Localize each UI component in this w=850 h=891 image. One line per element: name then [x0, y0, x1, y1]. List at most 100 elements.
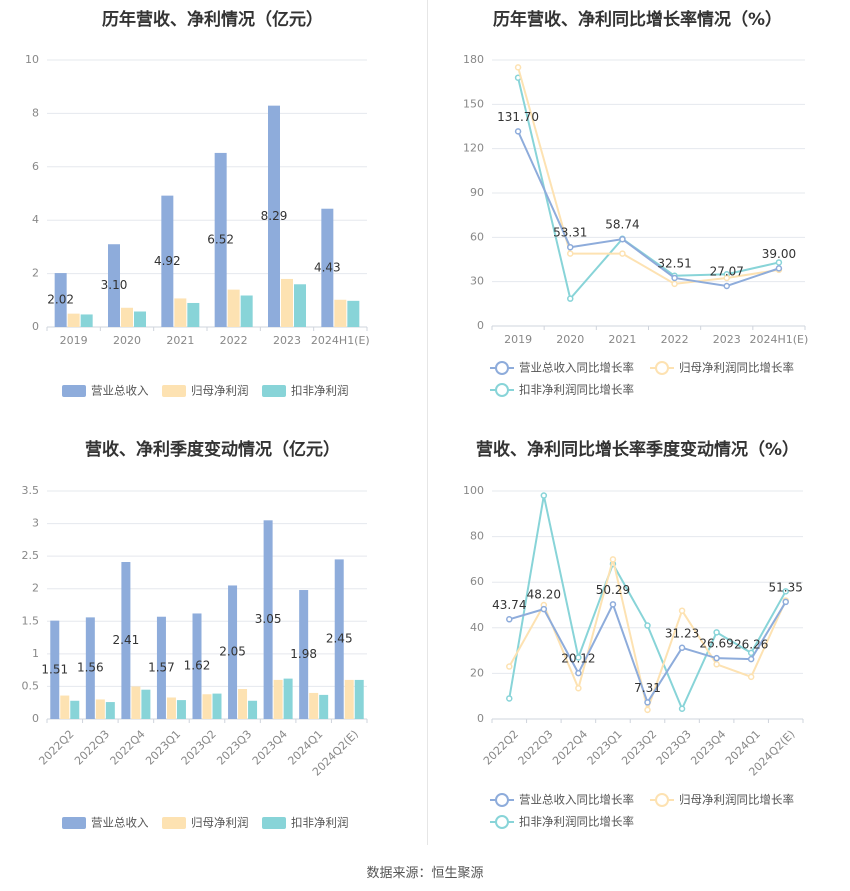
- bar-revenue[interactable]: [85, 617, 95, 719]
- line-point[interactable]: [567, 250, 574, 257]
- bar-deducted-profit[interactable]: [347, 300, 360, 327]
- legend-item[interactable]: 归母净利润同比增长率: [650, 793, 794, 807]
- bar-net-profit[interactable]: [166, 697, 176, 719]
- line-point[interactable]: [747, 673, 755, 681]
- data-label: 2.05: [219, 645, 246, 659]
- bar-revenue[interactable]: [50, 620, 60, 719]
- legend-item[interactable]: 扣非净利润: [262, 384, 349, 398]
- x-tick-label: 2022: [220, 334, 248, 347]
- bar-net-profit[interactable]: [227, 289, 240, 327]
- line-point[interactable]: [619, 250, 626, 257]
- line-point[interactable]: [678, 607, 686, 614]
- line-point[interactable]: [747, 649, 755, 657]
- bar-deducted-profit[interactable]: [70, 700, 80, 719]
- legend-item[interactable]: 归母净利润同比增长率: [650, 361, 794, 375]
- bar-net-profit[interactable]: [238, 689, 248, 719]
- line-point[interactable]: [775, 265, 783, 272]
- bar-deducted-profit[interactable]: [141, 689, 151, 719]
- bar-revenue[interactable]: [108, 244, 120, 327]
- line-point[interactable]: [782, 588, 789, 595]
- bar-deducted-profit[interactable]: [80, 314, 93, 327]
- bar-deducted-profit[interactable]: [354, 679, 364, 719]
- line-point[interactable]: [514, 128, 522, 135]
- bar-net-profit[interactable]: [334, 299, 347, 327]
- bar-deducted-profit[interactable]: [294, 284, 306, 327]
- line-point[interactable]: [713, 654, 720, 662]
- bar-revenue[interactable]: [54, 273, 67, 327]
- line-point[interactable]: [506, 695, 513, 702]
- line-point[interactable]: [567, 243, 574, 251]
- line-point[interactable]: [609, 556, 617, 563]
- line-point[interactable]: [575, 669, 582, 677]
- bar-net-profit[interactable]: [174, 298, 187, 327]
- line-point[interactable]: [609, 601, 617, 608]
- line-point[interactable]: [506, 663, 513, 670]
- bar-revenue[interactable]: [321, 208, 334, 327]
- line-point[interactable]: [713, 661, 720, 668]
- bar-revenue[interactable]: [263, 520, 273, 719]
- line-point[interactable]: [644, 706, 651, 714]
- bar-net-profit[interactable]: [131, 686, 141, 719]
- line-point[interactable]: [540, 605, 548, 613]
- bar-revenue[interactable]: [121, 562, 131, 719]
- bar-revenue[interactable]: [156, 616, 166, 719]
- legend-item[interactable]: 营业总收入同比增长率: [490, 793, 634, 807]
- line-point[interactable]: [782, 598, 789, 606]
- bar-deducted-profit[interactable]: [319, 694, 329, 719]
- bar-net-profit[interactable]: [344, 679, 354, 719]
- bar-net-profit[interactable]: [273, 679, 283, 719]
- line-point[interactable]: [678, 644, 686, 652]
- line-point[interactable]: [775, 259, 783, 266]
- legend-item[interactable]: 扣非净利润同比增长率: [490, 383, 634, 397]
- bar-deducted-profit[interactable]: [105, 702, 115, 719]
- bar-deducted-profit[interactable]: [187, 302, 200, 327]
- bar-deducted-profit[interactable]: [212, 693, 222, 719]
- line-point[interactable]: [713, 629, 720, 636]
- line-point[interactable]: [747, 655, 755, 663]
- bar-net-profit[interactable]: [121, 307, 133, 327]
- line-point[interactable]: [514, 64, 522, 71]
- line-point[interactable]: [575, 654, 582, 661]
- bar-net-profit[interactable]: [67, 313, 80, 327]
- bar-revenue[interactable]: [334, 559, 344, 719]
- line-point[interactable]: [567, 295, 574, 302]
- line-point[interactable]: [644, 699, 651, 706]
- bar-revenue[interactable]: [228, 585, 238, 719]
- bar-deducted-profit[interactable]: [240, 295, 253, 327]
- bar-deducted-profit[interactable]: [248, 700, 258, 719]
- data-label: 3.10: [101, 278, 128, 292]
- line-point[interactable]: [644, 622, 651, 629]
- bar-deducted-profit[interactable]: [176, 700, 186, 719]
- bar-revenue[interactable]: [268, 105, 280, 327]
- bar-deducted-profit[interactable]: [134, 311, 146, 327]
- bar-revenue[interactable]: [161, 195, 174, 327]
- bar-net-profit[interactable]: [202, 694, 212, 719]
- line-point[interactable]: [671, 280, 678, 288]
- legend-item[interactable]: 扣非净利润同比增长率: [490, 815, 634, 829]
- legend-item[interactable]: 扣非净利润: [262, 816, 349, 830]
- bar-deducted-profit[interactable]: [283, 678, 293, 719]
- line-point[interactable]: [506, 616, 513, 623]
- x-tick-label: 2024H1(E): [750, 333, 809, 346]
- legend-item[interactable]: 营业总收入: [62, 384, 149, 398]
- line-point[interactable]: [723, 274, 730, 282]
- legend-item[interactable]: 归母净利润: [162, 816, 249, 830]
- bar-revenue[interactable]: [192, 613, 202, 719]
- quarterly-revenue-profit-chart: 营收、净利季度变动情况（亿元） 0 0.5 1 1.5 2 2.5 3 3.5 2022Q2 202…: [0, 430, 425, 850]
- legend-item[interactable]: 归母净利润: [162, 384, 249, 398]
- line-point[interactable]: [619, 235, 626, 243]
- bar-net-profit[interactable]: [281, 278, 293, 327]
- line-point[interactable]: [678, 705, 686, 712]
- line-point[interactable]: [671, 274, 678, 282]
- bar-revenue[interactable]: [299, 590, 309, 719]
- legend-item[interactable]: 营业总收入同比增长率: [490, 361, 634, 375]
- legend-item[interactable]: 营业总收入: [62, 816, 149, 830]
- bar-net-profit[interactable]: [309, 692, 319, 719]
- bar-net-profit[interactable]: [60, 695, 70, 719]
- line-point[interactable]: [723, 282, 730, 290]
- line-point[interactable]: [540, 492, 548, 499]
- legend-label: 营业总收入: [91, 816, 149, 830]
- line-point[interactable]: [575, 684, 582, 692]
- bar-revenue[interactable]: [214, 152, 227, 327]
- bar-net-profit[interactable]: [95, 699, 105, 719]
